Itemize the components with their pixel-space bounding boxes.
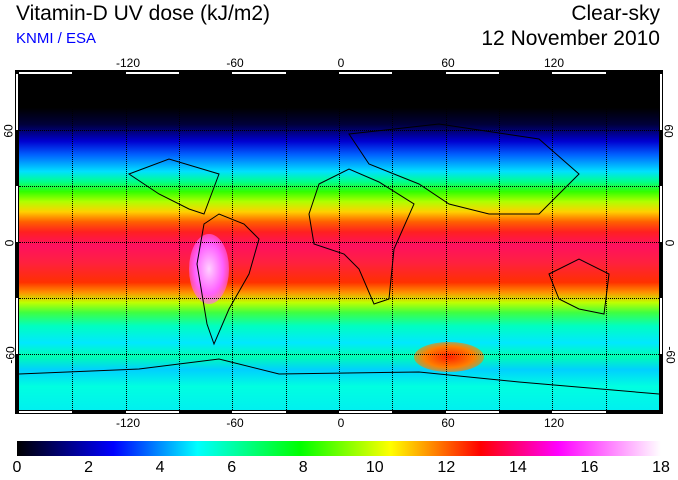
parallel-line: [19, 130, 659, 131]
lat-label: 0: [662, 239, 677, 247]
lat-label: 60: [1, 124, 16, 138]
sky-condition-label: Clear-sky: [571, 2, 660, 25]
organization-label: KNMI / ESA: [16, 30, 97, 47]
andes-high-dose-area: [189, 234, 229, 304]
colorbar-tick-label: 14: [508, 459, 527, 476]
colorbar-tick-label: 8: [298, 459, 308, 476]
frame-segment: [125, 72, 179, 74]
frame-segment: [445, 72, 499, 74]
colorbar-tick-label: 6: [227, 459, 237, 476]
frame-segment: [125, 411, 179, 413]
lon-label: 60: [441, 56, 455, 70]
frame-segment: [339, 72, 393, 74]
map-title: Vitamin-D UV dose (kJ/m2): [16, 2, 271, 25]
frame-segment: [660, 74, 662, 130]
lon-label: 0: [337, 56, 345, 70]
lon-label: -60: [226, 416, 244, 430]
frame-segment: [339, 411, 393, 413]
lon-label: -120: [115, 416, 141, 430]
parallel-line: [19, 242, 659, 243]
colorbar-tick-label: 12: [437, 459, 456, 476]
lon-label: 0: [337, 416, 345, 430]
frame-segment: [19, 411, 73, 413]
coastlines: [19, 123, 659, 395]
frame-segment: [232, 411, 286, 413]
lon-label: -120: [115, 56, 141, 70]
colorbar-tick-label: 16: [580, 459, 599, 476]
frame-segment: [552, 411, 606, 413]
colorbar-tick-label: 2: [84, 459, 93, 476]
antarctic-high-dose-area: [414, 342, 484, 372]
lon-label: 120: [543, 416, 565, 430]
colorbar: [17, 441, 661, 456]
colorbar-tick-label: 0: [12, 459, 22, 476]
frame-segment: [16, 298, 18, 354]
parallel-line: [19, 186, 659, 187]
lon-label: 60: [441, 416, 455, 430]
frame-segment: [445, 411, 499, 413]
colorbar-tick-label: 10: [365, 459, 384, 476]
frame-segment: [16, 74, 18, 130]
frame-segment: [660, 298, 662, 354]
lat-label: 60: [661, 124, 676, 138]
lon-label: -60: [226, 56, 244, 70]
date-label: 12 November 2010: [481, 27, 660, 50]
parallel-line: [19, 354, 659, 355]
lat-label: -60: [663, 346, 678, 364]
lat-label: -60: [3, 346, 18, 364]
lat-label: 0: [2, 239, 17, 247]
frame-segment: [19, 72, 73, 74]
frame-segment: [232, 72, 286, 74]
frame-segment: [16, 186, 18, 242]
frame-segment: [552, 72, 606, 74]
colorbar-tick-label: 4: [155, 459, 165, 476]
colorbar-tick-label: 18: [652, 459, 670, 476]
frame-segment: [660, 186, 662, 242]
parallel-line: [19, 298, 659, 299]
lon-label: 120: [543, 56, 565, 70]
